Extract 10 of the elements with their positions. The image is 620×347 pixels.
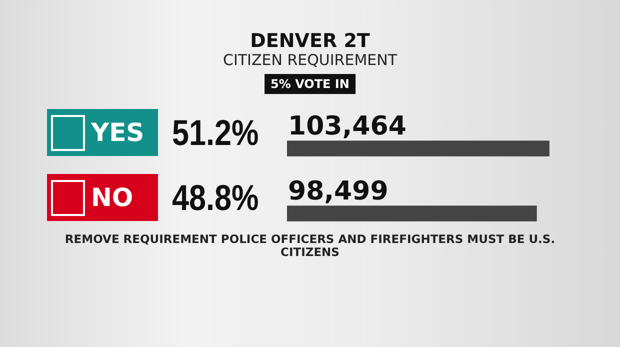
chart-subtitle: CITIZEN REQUIREMENT [222,51,398,69]
text: REMOVE REQUIREMENT POLICE OFFICERS AND FIREFIGHTERS MUST BE U.S. CITIZENS [64,232,556,259]
text: 48.8% [172,176,259,220]
data-label: 98,499 [288,176,388,206]
text: 51.2% [172,111,259,155]
chart-title: DENVER 2T [249,30,371,52]
y-tick-label: YES [91,118,144,147]
y-tick-label: NO [91,183,134,212]
text: 5% VOTE IN [264,74,356,94]
data-label: 103,464 [288,111,406,142]
